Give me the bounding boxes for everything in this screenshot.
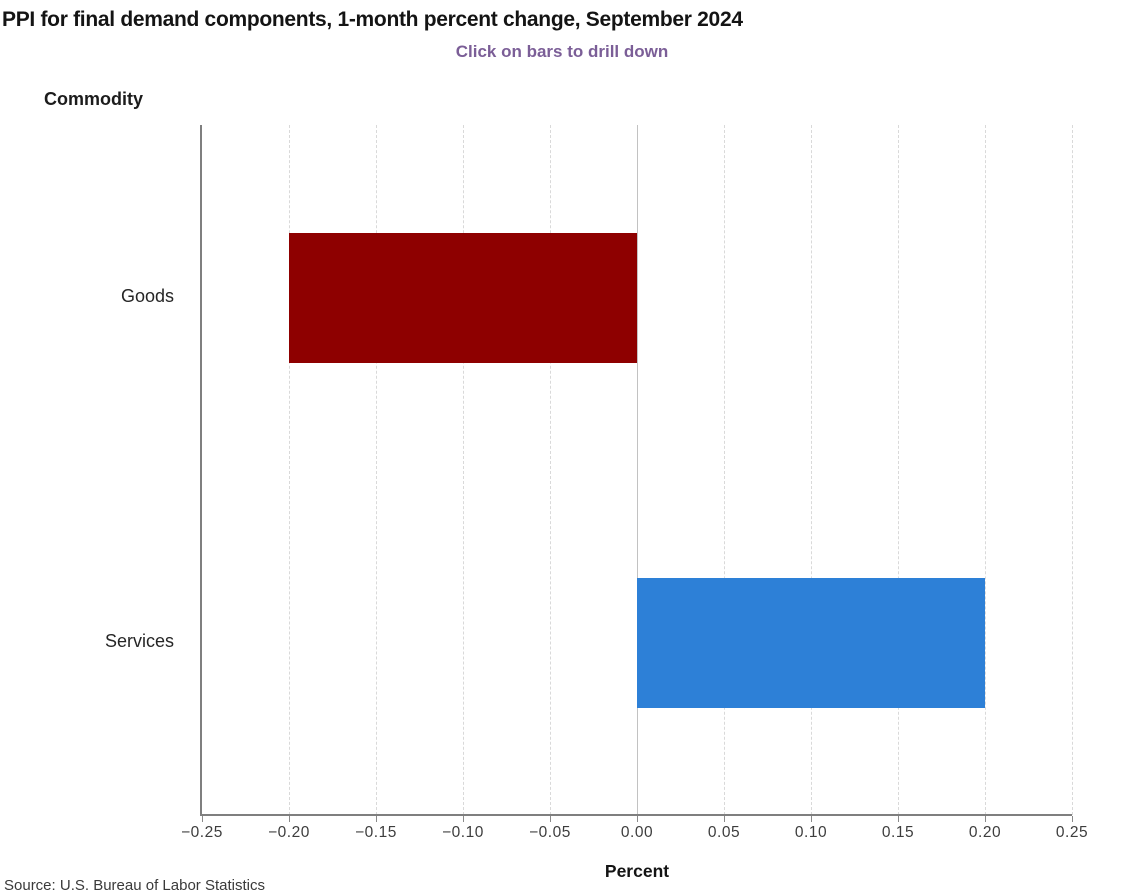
x-axis-tick-label: 0.05 [707,824,741,841]
x-axis-tick [202,816,203,822]
category-label-services: Services [104,630,174,651]
gridline [1072,125,1073,815]
x-axis-tick [1072,816,1073,822]
x-axis-tick [463,816,464,822]
x-axis-tick [550,816,551,822]
category-label-goods: Goods [120,285,174,306]
x-axis-tick-label: 0.00 [620,824,654,841]
gridline [376,125,377,815]
gridline [985,125,986,815]
zero-gridline [636,125,638,815]
x-axis-tick-label: 0.20 [968,824,1002,841]
gridline [463,125,464,815]
gridline [550,125,551,815]
x-axis-tick-label: 0.15 [881,824,915,841]
x-axis-tick-label: 0.25 [1055,824,1089,841]
x-axis-tick-label: −0.05 [529,824,571,841]
x-axis-tick [811,816,812,822]
x-axis-tick-label: −0.10 [442,824,484,841]
x-axis-tick [637,816,638,822]
bar-services[interactable] [637,577,985,708]
x-axis-tick-label: −0.15 [355,824,397,841]
source-note: Source: U.S. Bureau of Labor Statistics [4,877,265,894]
y-axis-title: Commodity [44,89,143,109]
x-axis-tick [985,816,986,822]
gridline [724,125,725,815]
gridline [811,125,812,815]
x-axis-tick [289,816,290,822]
x-axis-tick-label: 0.10 [794,824,828,841]
x-axis-tick-label: −0.20 [268,824,310,841]
gridline [289,125,290,815]
bar-goods[interactable] [289,232,637,363]
x-axis-tick [898,816,899,822]
x-axis-title: Percent [604,861,670,881]
chart-subtitle: Click on bars to drill down [455,42,669,61]
y-axis-line [200,125,202,815]
x-axis-tick [724,816,725,822]
x-axis-tick [376,816,377,822]
x-axis-line [200,814,1072,816]
chart-title: PPI for final demand components, 1-month… [2,8,743,31]
x-axis-tick-label: −0.25 [181,824,223,841]
gridline [898,125,899,815]
